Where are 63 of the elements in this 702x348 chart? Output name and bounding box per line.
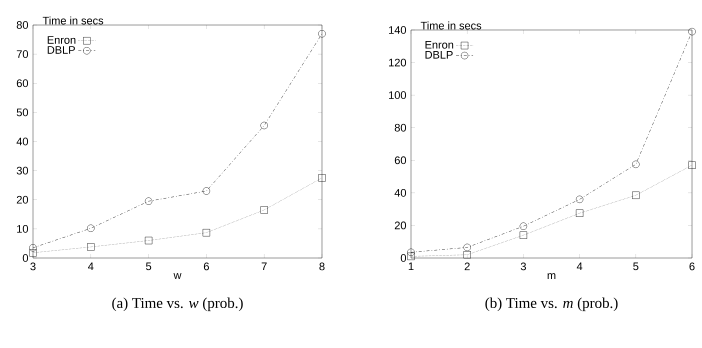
y-axis-title: Time in secs (420, 21, 482, 30)
legend-label: Enron (48, 36, 76, 44)
point (576, 196, 584, 204)
x-tick-label: 4 (576, 262, 582, 270)
y-tick-label: 0 (400, 254, 406, 262)
y-tick-label: 30 (16, 166, 28, 175)
y-tick-label: 100 (389, 91, 406, 100)
y-tick-label: 70 (16, 50, 28, 58)
legend-label: DBLP (48, 46, 75, 54)
y-tick-label: 140 (389, 26, 406, 34)
point (202, 228, 210, 236)
y-tick-label: 20 (394, 222, 406, 230)
point (260, 206, 268, 214)
y-tick-label: 40 (16, 138, 28, 146)
point (407, 248, 415, 256)
x-tick-label: 6 (204, 262, 209, 270)
x-tick-label: 8 (319, 262, 325, 270)
point (407, 252, 415, 260)
x-tick-label: 3 (520, 262, 526, 270)
point (688, 161, 696, 169)
point (576, 210, 584, 217)
x-axis-title: m (548, 273, 556, 280)
point (29, 249, 37, 256)
point (318, 174, 326, 182)
x-tick-label: 7 (262, 262, 267, 270)
point (632, 192, 640, 199)
legend-label: DBLP (426, 51, 453, 59)
point (87, 243, 94, 251)
legend-label: Enron (426, 41, 454, 49)
x-tick-label: 4 (88, 262, 94, 270)
text: (a) Time vs. w (prob.) (112, 298, 243, 312)
y-tick-label: 0 (22, 254, 28, 262)
point (632, 160, 640, 168)
y-tick-label: 60 (394, 156, 406, 164)
point (520, 222, 528, 230)
point (29, 244, 37, 252)
y-tick-label: 40 (394, 188, 406, 197)
y-tick-label: 50 (16, 108, 28, 116)
x-axis-title: w (174, 273, 182, 279)
y-tick-label: 80 (394, 124, 406, 132)
point (318, 30, 326, 38)
y-tick-label: 60 (16, 79, 28, 88)
x-tick-label: 3 (30, 262, 36, 270)
x-tick-label: 1 (408, 262, 414, 270)
y-tick-label: 120 (389, 58, 406, 66)
point (464, 244, 471, 252)
y-tick-label: 10 (17, 225, 28, 233)
point (688, 28, 696, 36)
x-tick-label: 6 (690, 262, 695, 270)
point (202, 187, 210, 195)
y-tick-label: 80 (16, 21, 28, 29)
point (87, 224, 94, 232)
point (260, 122, 268, 130)
text: (b) Time vs. m (prob.) (485, 298, 618, 312)
point (144, 236, 152, 244)
point (144, 198, 152, 205)
point (520, 232, 528, 239)
x-tick-label: 2 (464, 262, 470, 270)
x-tick-label: 5 (633, 262, 638, 270)
point (464, 251, 471, 258)
y-tick-label: 20 (16, 196, 28, 204)
x-tick-label: 5 (146, 262, 152, 270)
y-axis-title: Time in secs (42, 16, 104, 24)
